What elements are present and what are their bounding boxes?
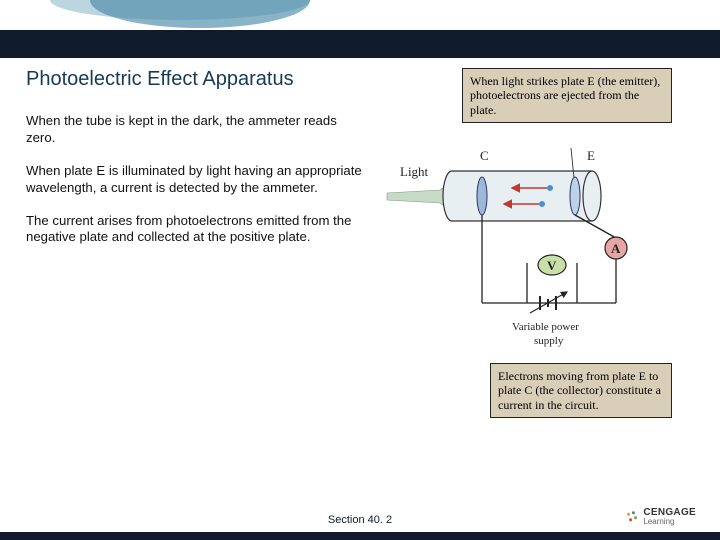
header-bar (0, 30, 720, 58)
annotation-top: When light strikes plate E (the emitter)… (462, 68, 672, 123)
power-supply-label: Variable power (512, 321, 579, 333)
footer-bar (0, 532, 720, 540)
plate-c (477, 177, 487, 215)
electron-icon (539, 201, 545, 207)
brand-subtitle: Learning (643, 518, 696, 526)
electron-icon (547, 185, 553, 191)
light-cone-icon (387, 183, 450, 210)
plate-e (570, 177, 580, 215)
cengage-icon (625, 510, 639, 524)
slide-title: Photoelectric Effect Apparatus (26, 68, 368, 91)
body-paragraph: When the tube is kept in the dark, the a… (26, 113, 368, 147)
power-supply-label: supply (534, 335, 564, 347)
apparatus-diagram: Light C E (382, 148, 682, 358)
plate-c-label: C (480, 148, 489, 163)
brand-logo: CENGAGE Learning (625, 508, 696, 526)
body-paragraph: When plate E is illuminated by light hav… (26, 163, 368, 197)
ammeter-label: A (611, 241, 621, 256)
figure-area: When light strikes plate E (the emitter)… (382, 68, 682, 262)
slide-header (0, 0, 720, 58)
annotation-bottom: Electrons moving from plate E to plate C… (490, 363, 672, 418)
plate-e-label: E (587, 148, 595, 163)
voltmeter-label: V (547, 258, 557, 273)
section-label: Section 40. 2 (0, 514, 720, 526)
body-paragraph: The current arises from photoelectrons e… (26, 213, 368, 247)
header-decoration (90, 0, 310, 28)
slide-footer: Section 40. 2 CENGAGE Learning (0, 496, 720, 540)
tube-right-cap (583, 171, 601, 221)
light-label: Light (400, 164, 429, 179)
